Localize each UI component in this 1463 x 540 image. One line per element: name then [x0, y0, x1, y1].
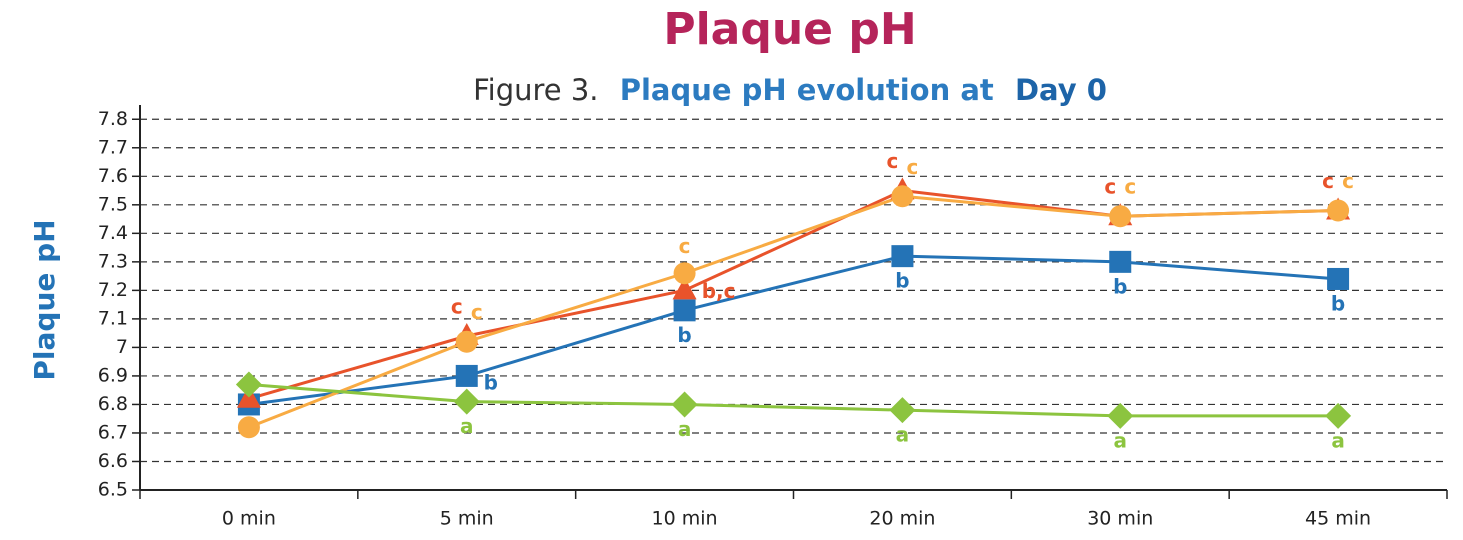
marker — [673, 262, 696, 285]
y-tick-label: 7.2 — [98, 279, 128, 301]
x-tick-label: 10 min — [652, 508, 718, 530]
y-tick-label: 6.5 — [98, 479, 128, 501]
point-annotation: b — [1113, 274, 1127, 298]
point-annotation: a — [1331, 428, 1345, 452]
y-tick-label: 7.6 — [98, 165, 128, 187]
point-annotation: c — [679, 234, 691, 258]
x-tick-label: 0 min — [222, 508, 276, 530]
marker — [237, 416, 260, 439]
point-annotation: c — [906, 155, 918, 179]
y-tick-label: 6.6 — [98, 450, 128, 472]
point-annotation: b — [1331, 291, 1345, 315]
point-annotation: c — [1342, 169, 1354, 193]
chart-subtitle: Figure 3. Plaque pH evolution at Day 0 — [473, 73, 1107, 107]
marker — [1109, 250, 1132, 273]
y-tick-label: 7.4 — [98, 222, 128, 244]
marker — [1107, 402, 1134, 429]
marker — [891, 245, 914, 268]
series-line — [248, 254, 1339, 406]
x-tick-label: 30 min — [1087, 508, 1153, 530]
marker — [672, 277, 697, 300]
point-annotation: a — [460, 414, 474, 438]
y-axis-label: Plaque pH — [28, 219, 61, 380]
marker — [673, 299, 696, 322]
point-annotation: a — [896, 423, 910, 447]
marker — [455, 330, 478, 353]
x-tick-label: 20 min — [869, 508, 935, 530]
y-tick-label: 7.3 — [98, 250, 128, 272]
point-annotation: a — [1114, 428, 1128, 452]
point-annotation: c — [471, 300, 483, 324]
marker — [453, 388, 480, 415]
marker — [891, 185, 914, 208]
marker — [1327, 199, 1350, 222]
marker — [1327, 267, 1350, 290]
point-annotation: b — [484, 370, 498, 394]
subtitle-emphasis: Day 0 — [1015, 73, 1107, 107]
y-tick-label: 7.1 — [98, 307, 128, 329]
series-line — [248, 382, 1339, 418]
marker — [235, 371, 262, 398]
marker — [455, 364, 478, 387]
point-annotation: b — [895, 269, 909, 293]
y-tick-label: 6.8 — [98, 393, 128, 415]
point-annotation: c — [886, 149, 898, 173]
y-tick-label: 6.9 — [98, 364, 128, 386]
point-annotation: c — [1104, 175, 1116, 199]
subtitle-prefix: Figure 3. — [473, 73, 598, 107]
x-tick-label: 5 min — [440, 508, 494, 530]
y-tick-label: 7.8 — [98, 108, 128, 130]
y-tick-label: 7.5 — [98, 193, 128, 215]
point-annotation: b — [677, 323, 691, 347]
chart-title: Plaque pH — [663, 4, 916, 55]
x-tick-label: 45 min — [1305, 508, 1371, 530]
y-tick-label: 7.7 — [98, 136, 128, 158]
series-line — [248, 189, 1339, 401]
point-annotation: c — [451, 295, 463, 319]
point-annotation: c — [1124, 175, 1136, 199]
y-tick-label: 6.7 — [98, 421, 128, 443]
series-line — [248, 194, 1339, 429]
point-annotation: c — [1322, 169, 1334, 193]
point-annotation: b,c — [702, 279, 736, 303]
subtitle-main: Plaque pH evolution at — [620, 73, 994, 107]
marker — [889, 397, 916, 424]
y-tick-label: 7 — [116, 336, 128, 358]
marker — [1109, 205, 1132, 228]
point-annotation: a — [678, 417, 692, 441]
marker — [1325, 402, 1352, 429]
marker — [671, 391, 698, 418]
